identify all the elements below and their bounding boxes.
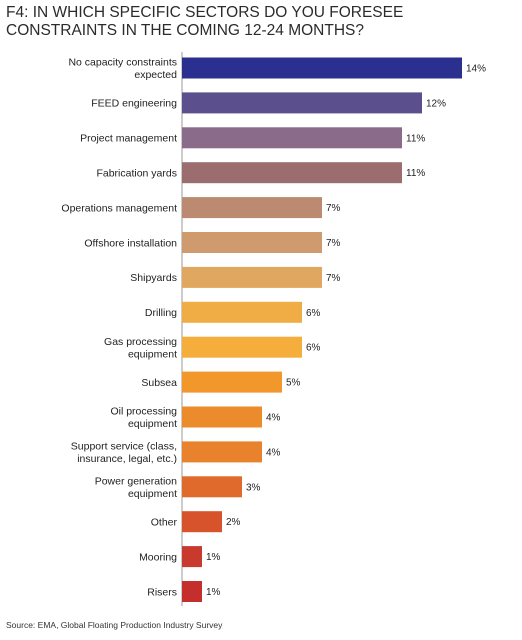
category-label: Power generation equipment xyxy=(95,475,177,500)
value-label: 7% xyxy=(326,238,341,249)
category-label-line: equipment xyxy=(128,348,177,360)
bar xyxy=(182,546,202,568)
value-label: 6% xyxy=(306,343,321,354)
category-label: Shipyards xyxy=(130,272,177,284)
category-label: Drilling xyxy=(145,307,177,319)
value-label: 7% xyxy=(326,273,341,284)
chart-title: F4: IN WHICH SPECIFIC SECTORS DO YOU FOR… xyxy=(6,4,404,39)
value-label: 5% xyxy=(286,378,301,389)
value-label: 11% xyxy=(406,168,425,179)
category-label: Risers xyxy=(147,586,177,598)
category-label-line: Other xyxy=(151,517,178,529)
bar xyxy=(182,92,422,114)
bar xyxy=(182,406,262,428)
category-label: FEED engineering xyxy=(91,98,177,110)
bar xyxy=(182,371,282,393)
value-label: 4% xyxy=(266,447,281,458)
bar xyxy=(182,301,302,323)
category-label: Mooring xyxy=(139,551,177,563)
category-label: Offshore installation xyxy=(84,237,177,249)
value-label: 1% xyxy=(206,587,221,598)
bar xyxy=(182,162,402,184)
category-label: Gas processing equipment xyxy=(104,336,177,361)
bar xyxy=(182,336,302,358)
source-note: Source: EMA, Global Floating Production … xyxy=(6,620,223,630)
bar xyxy=(182,476,242,498)
bar xyxy=(182,511,222,533)
category-label-line: insurance, legal, etc.) xyxy=(77,453,177,465)
category-label-line: Offshore installation xyxy=(84,237,177,249)
category-label: No capacity constraints expected xyxy=(68,57,177,82)
category-label-line: Shipyards xyxy=(130,272,177,284)
category-label-line: expected xyxy=(134,69,177,81)
bar-chart: 14% No capacity constraints expected 12% FEE… xyxy=(61,52,486,606)
value-label: 3% xyxy=(246,482,261,493)
bar xyxy=(182,581,202,602)
value-label: 12% xyxy=(426,98,446,109)
category-label: Support service (class, insurance, legal,… xyxy=(71,440,177,465)
category-label-line: Subsea xyxy=(141,377,177,389)
category-label-line: Project management xyxy=(80,133,177,145)
category-label-line: Drilling xyxy=(145,307,177,319)
bar xyxy=(182,266,322,288)
category-label: Subsea xyxy=(141,377,177,389)
category-label-line: Power generation xyxy=(95,475,177,487)
category-label: Fabrication yards xyxy=(96,168,177,180)
value-label: 4% xyxy=(266,413,281,424)
category-label: Oil processing equipment xyxy=(110,406,177,431)
category-label-line: Oil processing xyxy=(110,406,177,418)
bar xyxy=(182,232,322,253)
category-label-line: Gas processing xyxy=(104,336,177,348)
category-label-line: Fabrication yards xyxy=(96,168,177,180)
category-label: Project management xyxy=(80,133,177,145)
value-label: 6% xyxy=(306,308,321,319)
category-label: Operations management xyxy=(61,202,177,214)
category-label-line: No capacity constraints xyxy=(68,57,177,69)
bar xyxy=(182,57,462,79)
category-label: Other xyxy=(151,517,178,529)
category-label-line: Support service (class, xyxy=(71,440,177,452)
category-label-line: Mooring xyxy=(139,551,177,563)
category-label-line: FEED engineering xyxy=(91,98,177,110)
bar xyxy=(182,127,402,149)
category-label-line: Risers xyxy=(147,586,177,598)
value-label: 2% xyxy=(226,517,241,528)
category-label-line: equipment xyxy=(128,488,177,500)
value-label: 11% xyxy=(406,133,425,144)
bar xyxy=(182,441,262,463)
category-label-line: Operations management xyxy=(61,202,177,214)
value-label: 14% xyxy=(466,64,486,75)
value-label: 1% xyxy=(206,552,221,563)
category-label-line: equipment xyxy=(128,418,177,430)
value-label: 7% xyxy=(326,203,341,214)
bar xyxy=(182,197,322,219)
